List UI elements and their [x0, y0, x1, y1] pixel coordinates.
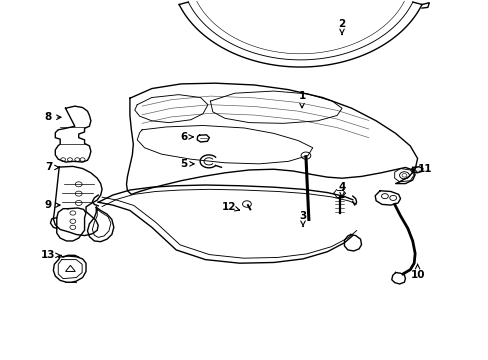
Text: 4: 4 [338, 182, 345, 198]
Polygon shape [411, 167, 422, 173]
Text: 12: 12 [221, 202, 239, 212]
Text: 6: 6 [180, 132, 193, 142]
Text: 13: 13 [41, 250, 61, 260]
Text: 7: 7 [45, 162, 59, 172]
Text: 5: 5 [180, 159, 194, 169]
Text: 11: 11 [411, 164, 431, 174]
Text: 3: 3 [299, 211, 306, 226]
Text: 10: 10 [409, 264, 424, 280]
Text: 2: 2 [338, 19, 345, 35]
Text: 8: 8 [45, 112, 61, 122]
Text: 9: 9 [45, 200, 60, 210]
Text: 1: 1 [298, 91, 305, 108]
